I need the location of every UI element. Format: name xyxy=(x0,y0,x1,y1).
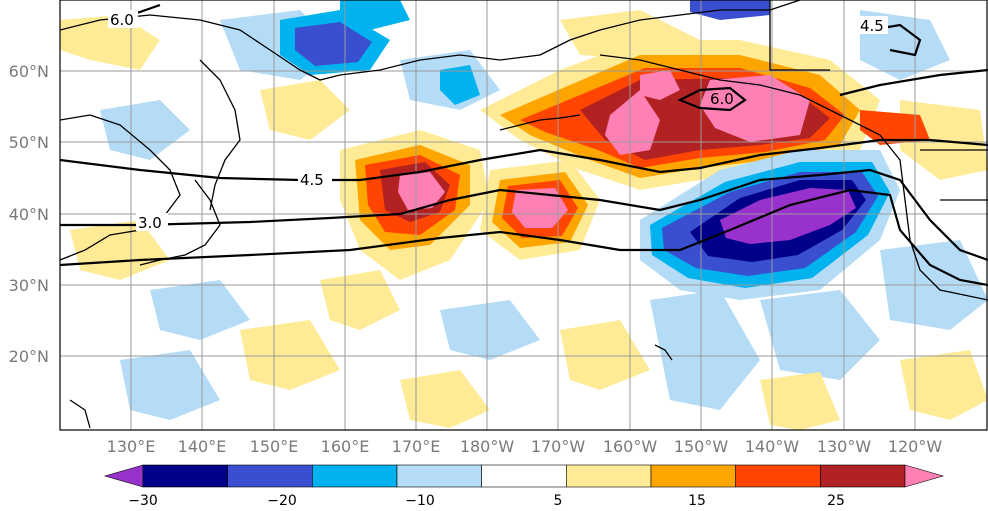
colorbar-extend-min xyxy=(103,464,144,488)
longitude-labels: 130°E 140°E 150°E 160°E 170°E 180°W 170°… xyxy=(107,437,943,456)
colorbar-segment xyxy=(142,464,228,488)
contour-label-3: 3.0 xyxy=(138,214,162,232)
colorbar-segment xyxy=(312,464,398,488)
positive-anomaly-center xyxy=(480,160,600,260)
contour-label-6a: 6.0 xyxy=(110,11,134,29)
anomaly-field xyxy=(60,0,988,430)
lon-label: 160°E xyxy=(321,437,370,456)
contour-label-4-5a: 4.5 xyxy=(300,171,324,189)
lat-label: 20°N xyxy=(9,347,49,366)
graticule xyxy=(60,0,988,430)
lon-label: 180°W xyxy=(460,437,515,456)
colorbar-extend-max xyxy=(904,464,945,488)
lat-label: 40°N xyxy=(9,205,49,224)
colorbar-tick-label: 5 xyxy=(554,493,563,509)
colorbar-segment xyxy=(820,464,906,488)
colorbar-tick-label: −30 xyxy=(128,493,158,509)
colorbar-segment xyxy=(650,464,736,488)
lon-label: 140°E xyxy=(178,437,227,456)
contour-label-group: 6.0 4.5 3.0 4.5 6.0 xyxy=(108,10,888,232)
lon-label: 160°W xyxy=(603,437,658,456)
latitude-labels: 60°N 50°N 40°N 30°N 20°N xyxy=(9,62,49,366)
lon-label: 170°W xyxy=(531,437,586,456)
colorbar-segment xyxy=(735,464,821,488)
lon-label: 130°E xyxy=(107,437,156,456)
coastlines xyxy=(60,0,988,429)
colorbar xyxy=(103,464,945,488)
contour-label-6b: 6.0 xyxy=(710,90,734,108)
lon-label: 120°W xyxy=(888,437,943,456)
colorbar-tick-label: −10 xyxy=(405,493,435,509)
contour-lines xyxy=(60,3,988,287)
lon-label: 140°W xyxy=(745,437,800,456)
colorbar-tick-label: 25 xyxy=(827,493,845,509)
lon-label: 150°W xyxy=(674,437,729,456)
lat-label: 50°N xyxy=(9,133,49,152)
map-frame xyxy=(59,0,988,431)
colorbar-tick-label: 15 xyxy=(688,493,706,509)
contour-label-4-5b: 4.5 xyxy=(860,17,884,35)
negative-anomaly-east xyxy=(640,150,900,300)
positive-anomaly-west xyxy=(340,130,490,280)
colorbar-tick-labels: −30 −20 −10 5 15 25 xyxy=(128,493,845,509)
colorbar-tick-label: −20 xyxy=(267,493,297,509)
lon-label: 150°E xyxy=(250,437,299,456)
lat-label: 60°N xyxy=(9,62,49,81)
lon-label: 130°W xyxy=(817,437,872,456)
lat-label: 30°N xyxy=(9,276,49,295)
colorbar-segment xyxy=(227,464,313,488)
colorbar-segment xyxy=(481,464,567,488)
lon-label: 170°E xyxy=(392,437,441,456)
colorbar-segment xyxy=(396,464,482,488)
colorbar-segment xyxy=(566,464,652,488)
